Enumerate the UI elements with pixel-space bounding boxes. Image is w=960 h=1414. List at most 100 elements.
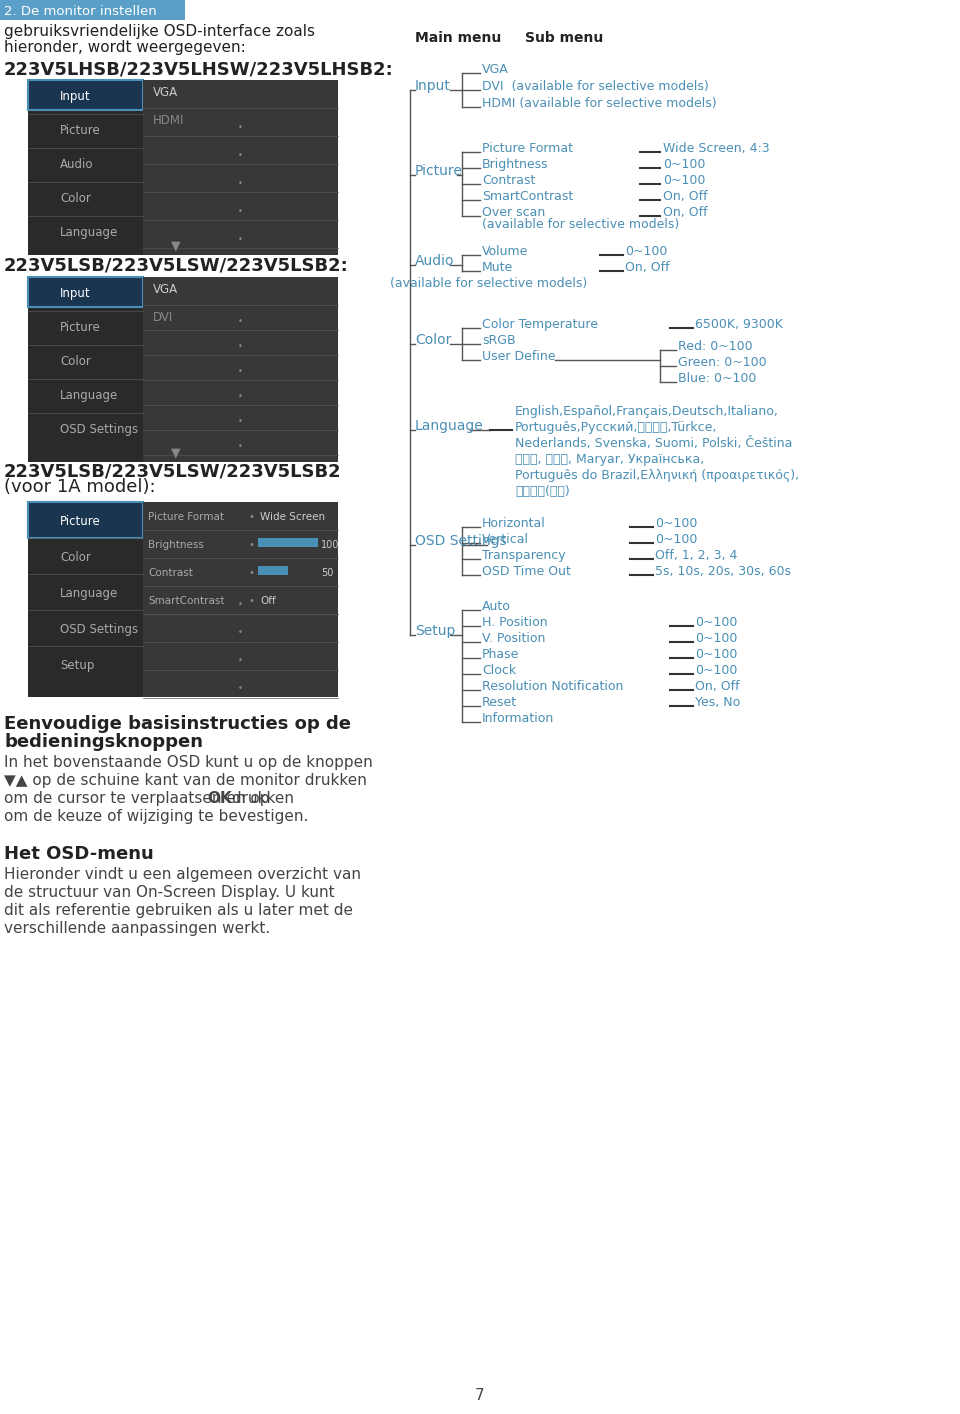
Text: Nederlands, Svenska, Suomi, Polski, Čeština: Nederlands, Svenska, Suomi, Polski, Češt… (515, 437, 792, 450)
Text: 100: 100 (321, 540, 340, 550)
Text: Setup: Setup (60, 659, 94, 672)
Text: 0~100: 0~100 (663, 158, 706, 171)
Text: Phase: Phase (482, 648, 519, 660)
Text: Audio: Audio (60, 158, 93, 171)
Text: Resolution Notification: Resolution Notification (482, 680, 623, 693)
Text: Vertical: Vertical (482, 533, 529, 546)
Text: On, Off: On, Off (663, 206, 708, 219)
Text: VGA: VGA (153, 86, 179, 99)
Text: 한국어, 日本語, Maryar, Українська,: 한국어, 日本語, Maryar, Українська, (515, 452, 705, 467)
Text: Information: Information (482, 713, 554, 725)
Text: OSD Settings: OSD Settings (60, 423, 138, 436)
Text: Language: Language (60, 587, 118, 600)
Text: Green: 0~100: Green: 0~100 (678, 356, 767, 369)
Bar (28, 277, 143, 307)
Text: Wide Screen, 4:3: Wide Screen, 4:3 (663, 141, 770, 156)
Text: 繁體中文(可選): 繁體中文(可選) (515, 485, 569, 498)
Text: Eenvoudige basisinstructies op de: Eenvoudige basisinstructies op de (4, 715, 351, 732)
Text: OK: OK (207, 790, 231, 806)
Text: 223V5LSB/223V5LSW/223V5LSB2:: 223V5LSB/223V5LSW/223V5LSB2: (4, 257, 348, 274)
Bar (28, 81, 143, 255)
Text: In het bovenstaande OSD kunt u op de knoppen: In het bovenstaande OSD kunt u op de kno… (4, 755, 372, 771)
Bar (28, 502, 338, 697)
Text: Picture: Picture (415, 164, 463, 178)
Bar (0, 0, 185, 20)
Bar (28, 502, 143, 537)
Text: •: • (238, 317, 243, 327)
Text: Picture: Picture (60, 124, 101, 137)
Text: SmartContrast: SmartContrast (148, 595, 225, 607)
Bar (258, 537, 318, 547)
Text: 0~100: 0~100 (695, 617, 737, 629)
Text: H. Position: H. Position (482, 617, 547, 629)
Text: 6500K, 9300K: 6500K, 9300K (695, 318, 782, 331)
Text: Color: Color (60, 551, 91, 564)
Bar (143, 81, 338, 255)
Text: VGA: VGA (153, 283, 179, 296)
Bar (28, 502, 143, 697)
Text: •: • (238, 656, 243, 665)
Text: On, Off: On, Off (663, 189, 708, 204)
Text: Red: 0~100: Red: 0~100 (678, 339, 753, 354)
Text: 0~100: 0~100 (663, 174, 706, 187)
Text: HDMI (available for selective models): HDMI (available for selective models) (482, 98, 716, 110)
Text: Blue: 0~100: Blue: 0~100 (678, 372, 756, 385)
Text: Color Temperature: Color Temperature (482, 318, 598, 331)
Bar (143, 502, 338, 697)
Text: •: • (238, 235, 243, 245)
Text: 0~100: 0~100 (655, 533, 697, 546)
Text: 2. De monitor instellen: 2. De monitor instellen (4, 6, 156, 18)
Text: ▼: ▼ (171, 445, 180, 460)
Text: 7: 7 (475, 1389, 485, 1403)
Text: HDMI: HDMI (153, 115, 184, 127)
Text: Language: Language (60, 389, 118, 402)
Text: OSD Settings: OSD Settings (60, 624, 138, 636)
Bar (28, 277, 143, 462)
Text: •: • (248, 540, 253, 550)
Text: drukken: drukken (227, 790, 294, 806)
Text: Hieronder vindt u een algemeen overzicht van: Hieronder vindt u een algemeen overzicht… (4, 867, 361, 882)
Text: Setup: Setup (415, 624, 455, 638)
Text: ▼▲ op de schuine kant van de monitor drukken: ▼▲ op de schuine kant van de monitor dru… (4, 773, 367, 788)
Text: ▼: ▼ (171, 239, 180, 252)
Text: (available for selective models): (available for selective models) (482, 218, 680, 230)
Text: Het OSD-menu: Het OSD-menu (4, 846, 154, 863)
Bar (258, 566, 288, 575)
Bar (28, 277, 143, 307)
Text: Contrast: Contrast (482, 174, 536, 187)
Text: 223V5LSB/223V5LSW/223V5LSB2: 223V5LSB/223V5LSW/223V5LSB2 (4, 462, 342, 479)
Text: Sub menu: Sub menu (525, 31, 603, 45)
Text: Transparency: Transparency (482, 549, 565, 561)
Text: •: • (248, 568, 253, 578)
Text: On, Off: On, Off (695, 680, 739, 693)
Bar (28, 277, 338, 462)
Text: Off, 1, 2, 3, 4: Off, 1, 2, 3, 4 (655, 549, 737, 561)
Bar (28, 81, 338, 255)
Text: Main menu: Main menu (415, 31, 501, 45)
Text: Picture: Picture (60, 515, 101, 527)
Text: DVI  (available for selective models): DVI (available for selective models) (482, 81, 708, 93)
Text: 0~100: 0~100 (655, 518, 697, 530)
Text: Language: Language (415, 419, 484, 433)
Text: Volume: Volume (482, 245, 528, 257)
Text: Reset: Reset (482, 696, 517, 708)
Text: Audio: Audio (415, 255, 454, 269)
Text: Color: Color (60, 192, 91, 205)
Text: •: • (238, 600, 243, 609)
Text: •: • (248, 512, 253, 522)
Text: 0~100: 0~100 (695, 648, 737, 660)
Text: (voor 1A model):: (voor 1A model): (4, 478, 156, 496)
Text: •: • (238, 368, 243, 376)
Bar (28, 502, 143, 537)
Text: OSD Time Out: OSD Time Out (482, 566, 571, 578)
Text: •: • (238, 151, 243, 160)
Bar (143, 277, 338, 462)
Text: Input: Input (60, 90, 90, 103)
Bar (28, 81, 143, 110)
Text: •: • (238, 180, 243, 188)
Text: •: • (238, 392, 243, 402)
Text: Input: Input (415, 79, 451, 93)
Text: VGA: VGA (482, 64, 509, 76)
Text: 0~100: 0~100 (695, 665, 737, 677)
Text: 50: 50 (321, 568, 333, 578)
